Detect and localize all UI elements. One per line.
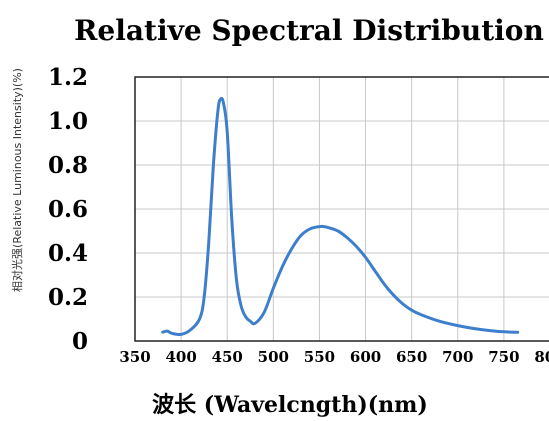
x-tick-label: 550	[304, 348, 335, 366]
x-tick-label: 750	[488, 348, 519, 366]
spectrum-line	[161, 96, 520, 337]
x-tick-label: 400	[165, 348, 196, 366]
y-tick-label: 0.4	[48, 240, 88, 267]
y-tick-label: 0.6	[48, 196, 88, 223]
chart-title: Relative Spectral Distribution	[74, 14, 544, 47]
x-tick-label: 500	[258, 348, 289, 366]
x-tick-label: 450	[212, 348, 243, 366]
grid-lines	[134, 76, 549, 342]
x-tick-label: 350	[119, 348, 150, 366]
y-axis-label: 相对光强(Relative Luminous Intensity)(%)	[10, 68, 24, 292]
plot-area-frame	[134, 76, 549, 342]
y-tick-label: 1.0	[48, 108, 88, 135]
y-tick-label: 0	[72, 328, 88, 355]
y-tick-label: 0.8	[48, 152, 88, 179]
y-axis-label-group: 相对光强(Relative Luminous Intensity)(%)	[10, 68, 24, 292]
x-tick-label: 650	[396, 348, 427, 366]
x-tick-label: 700	[442, 348, 473, 366]
x-axis-label: 波长 (Wavelcngth)(nm)	[152, 392, 428, 418]
x-tick-label: 600	[350, 348, 381, 366]
y-tick-label: 0.2	[48, 284, 88, 311]
x-tick-label: 800	[534, 348, 549, 366]
tick-labels: 0 0.2 0.4 0.6 0.8 1.0 1.2 350 400 450 500 550 600 650…	[48, 64, 549, 366]
y-tick-label: 1.2	[48, 64, 88, 91]
